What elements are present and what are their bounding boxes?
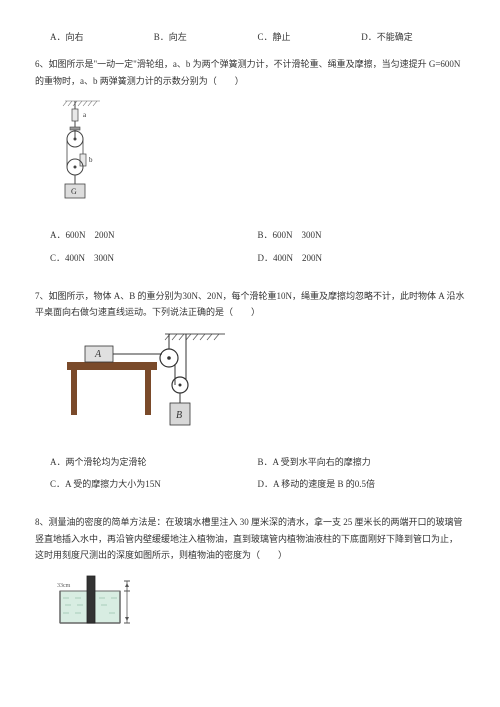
svg-text:a: a bbox=[83, 111, 87, 119]
q6-opt-a[interactable]: A．600N 200N bbox=[50, 228, 258, 242]
svg-text:33cm: 33cm bbox=[57, 583, 71, 589]
q5-opt-b[interactable]: B．向左 bbox=[154, 30, 258, 44]
q5-options: A．向右 B．向左 C．静止 D．不能确定 bbox=[35, 30, 465, 44]
q5-opt-d[interactable]: D．不能确定 bbox=[361, 30, 465, 44]
q8-text: 8、测量油的密度的简单方法是：在玻璃水槽里注入 30 厘米深的清水，拿一支 25… bbox=[35, 514, 465, 563]
q6-figure: a b G bbox=[55, 99, 465, 213]
svg-text:b: b bbox=[89, 156, 93, 164]
q7-opt-b[interactable]: B．A 受到水平向右的摩擦力 bbox=[258, 455, 466, 469]
svg-text:A: A bbox=[94, 349, 102, 360]
q6-options: A．600N 200N B．600N 300N C．400N 300N D．40… bbox=[50, 228, 465, 273]
q7-opt-c[interactable]: C．A 受的摩擦力大小为15N bbox=[50, 477, 258, 491]
q7-text: 7、如图所示，物体 A、B 的重分别为30N、20N，每个滑轮重10N，绳重及摩… bbox=[35, 288, 465, 320]
q5-opt-a[interactable]: A．向右 bbox=[35, 30, 154, 44]
q6-opt-b[interactable]: B．600N 300N bbox=[258, 228, 466, 242]
svg-text:B: B bbox=[176, 410, 182, 421]
q7-figure: A B bbox=[65, 330, 465, 439]
q6-opt-c[interactable]: C．400N 300N bbox=[50, 251, 258, 265]
q7-opt-d[interactable]: D．A 移动的速度是 B 的0.5倍 bbox=[258, 477, 466, 491]
q7-opt-a[interactable]: A．两个滑轮均为定滑轮 bbox=[50, 455, 258, 469]
q8-figure: 33cm bbox=[55, 573, 465, 632]
q6-opt-d[interactable]: D．400N 200N bbox=[258, 251, 466, 265]
q6-text: 6、如图所示是"一动一定"滑轮组，a、b 为两个弹簧测力计，不计滑轮重、绳重及摩… bbox=[35, 56, 465, 88]
svg-text:G: G bbox=[71, 187, 77, 196]
q7-options: A．两个滑轮均为定滑轮 B．A 受到水平向右的摩擦力 C．A 受的摩擦力大小为1… bbox=[50, 455, 465, 500]
q5-opt-c[interactable]: C．静止 bbox=[258, 30, 362, 44]
